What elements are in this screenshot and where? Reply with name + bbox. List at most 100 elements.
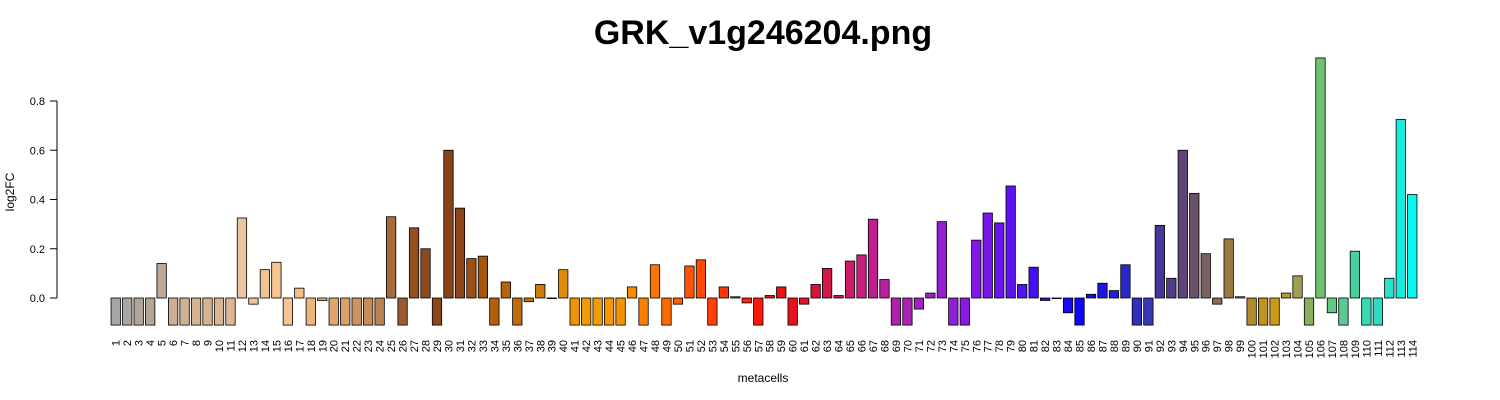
x-tick-label-94: 94	[1178, 340, 1190, 352]
x-tick-label-109: 109	[1350, 340, 1362, 358]
bar-87	[1097, 282, 1108, 299]
x-tick-label-106: 106	[1315, 340, 1327, 358]
bar-9	[202, 297, 213, 326]
x-tick-label-4: 4	[145, 340, 157, 346]
x-tick-label-10: 10	[214, 340, 226, 352]
bar-47	[638, 297, 649, 326]
bar-63	[822, 268, 833, 299]
bar-5	[156, 263, 167, 299]
bar-48	[649, 264, 661, 299]
x-tick-label-96: 96	[1201, 340, 1213, 352]
x-tick-label-3: 3	[134, 340, 146, 346]
bar-53	[707, 297, 718, 326]
x-tick-label-99: 99	[1235, 340, 1247, 352]
x-tick-label-37: 37	[524, 340, 536, 352]
bar-62	[810, 284, 821, 299]
bar-84	[1062, 297, 1074, 314]
bar-85	[1074, 297, 1085, 326]
bar-37	[523, 297, 534, 303]
bar-76	[971, 239, 982, 299]
bar-29	[431, 297, 443, 326]
x-tick-label-29: 29	[432, 340, 444, 352]
x-tick-label-30: 30	[443, 340, 455, 352]
x-tick-label-6: 6	[168, 340, 180, 346]
x-tick-label-47: 47	[639, 340, 651, 352]
x-tick-label-61: 61	[799, 340, 811, 352]
x-tick-label-45: 45	[616, 340, 628, 352]
x-tick-label-38: 38	[535, 340, 547, 352]
x-tick-label-20: 20	[329, 340, 341, 352]
bar-64	[833, 295, 844, 299]
bar-36	[512, 297, 523, 326]
x-tick-label-67: 67	[868, 340, 880, 352]
x-tick-label-75: 75	[960, 340, 972, 352]
x-tick-label-36: 36	[512, 340, 524, 352]
bar-66	[856, 254, 867, 299]
x-tick-label-85: 85	[1075, 340, 1087, 352]
bar-55	[730, 296, 741, 299]
bar-60	[787, 297, 798, 326]
bar-86	[1085, 293, 1097, 299]
x-tick-label-78: 78	[994, 340, 1006, 352]
x-tick-label-71: 71	[914, 340, 926, 352]
x-tick-label-28: 28	[421, 340, 433, 352]
bar-43	[592, 297, 603, 326]
bar-21	[340, 297, 351, 326]
x-tick-label-59: 59	[776, 340, 788, 352]
bar-28	[420, 248, 431, 299]
x-tick-label-102: 102	[1270, 340, 1282, 358]
bar-35	[500, 281, 511, 299]
x-tick-label-25: 25	[386, 340, 398, 352]
x-tick-label-35: 35	[501, 340, 513, 352]
bar-51	[684, 265, 695, 299]
bar-114	[1407, 194, 1418, 299]
bar-113	[1395, 119, 1406, 299]
x-tick-label-114: 114	[1407, 340, 1419, 358]
bar-109	[1349, 250, 1360, 299]
x-tick-label-48: 48	[650, 340, 662, 352]
x-tick-label-111: 111	[1373, 340, 1385, 357]
x-tick-label-15: 15	[271, 340, 283, 352]
bar-112	[1384, 277, 1395, 299]
bar-98	[1223, 238, 1234, 299]
x-tick-label-26: 26	[398, 340, 410, 352]
x-tick-label-53: 53	[707, 340, 719, 352]
x-tick-label-7: 7	[180, 340, 192, 346]
x-tick-label-14: 14	[260, 340, 272, 352]
bars	[110, 57, 1418, 326]
x-tick-label-73: 73	[937, 340, 949, 352]
x-tick-label-52: 52	[696, 340, 708, 352]
bar-15	[271, 261, 282, 299]
x-tick-label-31: 31	[455, 340, 467, 352]
bar-83	[1051, 297, 1062, 300]
bar-16	[282, 297, 293, 326]
bar-6	[167, 297, 179, 326]
bar-81	[1028, 266, 1039, 299]
bar-49	[661, 297, 672, 326]
x-tick-label-21: 21	[340, 340, 352, 352]
x-tick-label-65: 65	[845, 340, 857, 352]
y-tick-label: 0.8	[30, 96, 45, 108]
x-tick-label-103: 103	[1281, 340, 1293, 358]
x-tick-label-49: 49	[661, 340, 673, 352]
bar-101	[1258, 297, 1269, 326]
bar-90	[1131, 297, 1142, 326]
bar-8	[190, 297, 202, 326]
x-tick-labels: 1 2 3 4 5 6 7 8 9 10 11 12 13 14 15 16 17 18 19 20 21 22 23 24 2…	[111, 340, 1420, 358]
x-tick-label-62: 62	[811, 340, 823, 352]
x-tick-label-2: 2	[122, 340, 134, 346]
x-tick-label-76: 76	[971, 340, 983, 352]
bar-107	[1326, 297, 1338, 314]
bar-13	[248, 297, 259, 305]
x-tick-label-27: 27	[409, 340, 421, 352]
x-tick-label-89: 89	[1120, 340, 1132, 352]
x-tick-label-87: 87	[1097, 340, 1109, 352]
bar-72	[925, 292, 936, 299]
x-tick-label-54: 54	[719, 340, 731, 352]
bar-71	[913, 297, 925, 310]
x-tick-label-44: 44	[604, 340, 616, 352]
x-tick-label-57: 57	[753, 340, 765, 352]
bar-1	[110, 297, 121, 326]
bar-52	[695, 259, 707, 299]
